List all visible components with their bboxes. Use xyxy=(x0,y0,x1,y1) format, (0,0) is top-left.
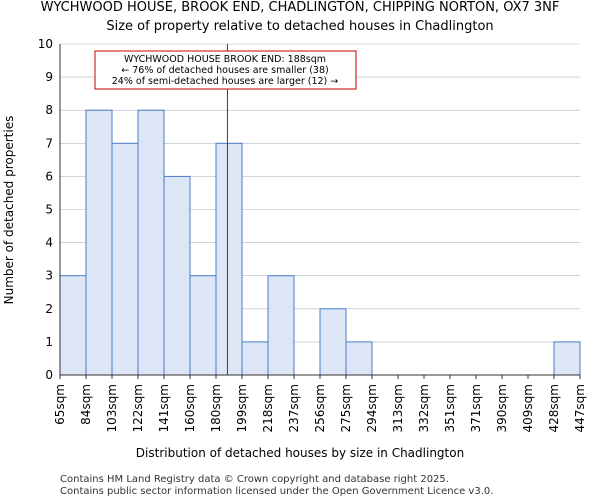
bar xyxy=(553,341,581,376)
bar xyxy=(59,275,87,376)
x-tick-label: 122sqm xyxy=(131,384,145,432)
y-axis-label: Number of detached properties xyxy=(2,116,16,305)
bar xyxy=(215,142,243,376)
chart-subtitle: Size of property relative to detached ho… xyxy=(106,19,493,34)
y-tick-label: 6 xyxy=(45,169,53,183)
x-tick-label: 294sqm xyxy=(365,384,379,432)
annotation-box xyxy=(94,50,357,90)
x-tick-label: 84sqm xyxy=(79,384,93,425)
x-tick-label: 447sqm xyxy=(573,384,587,432)
x-tick-label: 103sqm xyxy=(105,384,119,432)
bar xyxy=(241,341,269,376)
bar xyxy=(189,275,217,376)
x-tick-label: 256sqm xyxy=(313,384,327,432)
x-tick-label: 409sqm xyxy=(521,384,535,432)
x-tick-label: 390sqm xyxy=(495,384,509,432)
x-tick-label: 275sqm xyxy=(339,384,353,432)
y-tick-label: 3 xyxy=(45,269,53,283)
annotation-line-3: 24% of semi-detached houses are larger (… xyxy=(112,76,339,87)
x-tick-label: 371sqm xyxy=(469,384,483,432)
footer-line-2: Contains public sector information licen… xyxy=(60,486,493,497)
bar xyxy=(111,142,139,376)
y-tick-label: 1 xyxy=(45,335,53,349)
bar xyxy=(345,341,373,376)
annotation-line-1: WYCHWOOD HOUSE BROOK END: 188sqm xyxy=(124,54,326,65)
chart-title: WYCHWOOD HOUSE, BROOK END, CHADLINGTON, … xyxy=(41,0,560,15)
x-tick-label: 218sqm xyxy=(261,384,275,432)
y-tick-label: 2 xyxy=(45,302,53,316)
x-tick-label: 351sqm xyxy=(443,384,457,432)
y-tick-label: 7 xyxy=(45,136,53,150)
annotation-line-2: ← 76% of detached houses are smaller (38… xyxy=(121,65,328,76)
x-tick-label: 141sqm xyxy=(157,384,171,432)
y-tick-labels: 0 1 2 3 4 5 6 7 8 9 10 xyxy=(38,37,53,382)
y-tick-label: 0 xyxy=(45,368,53,382)
y-tick-label: 9 xyxy=(45,70,53,84)
y-tick-label: 8 xyxy=(45,103,53,117)
x-axis-label: Distribution of detached houses by size … xyxy=(136,446,464,460)
y-tick-label: 4 xyxy=(45,236,53,250)
bar xyxy=(319,308,347,376)
bar xyxy=(85,109,113,376)
x-tick-labels: 65sqm 84sqm 103sqm 122sqm 141sqm 160sqm 180sqm… xyxy=(53,375,587,432)
y-tick-label: 5 xyxy=(45,203,53,217)
x-tick-label: 65sqm xyxy=(53,384,67,425)
x-tick-label: 428sqm xyxy=(547,384,561,432)
footer-line-1: Contains HM Land Registry data © Crown c… xyxy=(60,474,449,485)
bar xyxy=(267,275,295,376)
bar xyxy=(163,175,191,376)
x-tick-label: 160sqm xyxy=(183,384,197,432)
x-tick-label: 180sqm xyxy=(209,384,223,432)
x-tick-label: 313sqm xyxy=(391,384,405,432)
y-tick-label: 10 xyxy=(38,37,53,51)
x-tick-label: 237sqm xyxy=(287,384,301,432)
x-tick-label: 332sqm xyxy=(417,384,431,432)
bar xyxy=(137,109,165,376)
x-tick-label: 199sqm xyxy=(235,384,249,432)
